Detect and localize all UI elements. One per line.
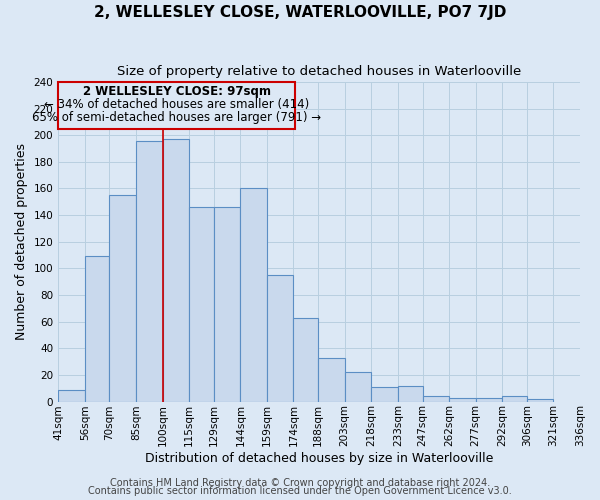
Bar <box>502 396 527 402</box>
FancyBboxPatch shape <box>58 82 295 128</box>
Bar <box>85 256 109 402</box>
Bar <box>527 399 553 402</box>
Bar <box>318 358 345 402</box>
Text: 2 WELLESLEY CLOSE: 97sqm: 2 WELLESLEY CLOSE: 97sqm <box>83 85 271 98</box>
Text: ← 34% of detached houses are smaller (414): ← 34% of detached houses are smaller (41… <box>44 98 310 111</box>
Bar <box>267 275 293 402</box>
Bar <box>241 188 267 402</box>
Bar <box>449 398 476 402</box>
Bar <box>189 207 214 402</box>
Bar <box>371 387 398 402</box>
Bar <box>293 318 318 402</box>
Bar <box>214 207 241 402</box>
Bar <box>136 140 163 402</box>
Bar <box>476 398 502 402</box>
Text: 65% of semi-detached houses are larger (791) →: 65% of semi-detached houses are larger (… <box>32 112 321 124</box>
Title: Size of property relative to detached houses in Waterlooville: Size of property relative to detached ho… <box>117 65 521 78</box>
Text: Contains public sector information licensed under the Open Government Licence v3: Contains public sector information licen… <box>88 486 512 496</box>
Bar <box>422 396 449 402</box>
Y-axis label: Number of detached properties: Number of detached properties <box>15 143 28 340</box>
Text: 2, WELLESLEY CLOSE, WATERLOOVILLE, PO7 7JD: 2, WELLESLEY CLOSE, WATERLOOVILLE, PO7 7… <box>94 5 506 20</box>
X-axis label: Distribution of detached houses by size in Waterlooville: Distribution of detached houses by size … <box>145 452 493 465</box>
Bar <box>163 139 189 402</box>
Bar <box>58 390 85 402</box>
Bar <box>345 372 371 402</box>
Text: Contains HM Land Registry data © Crown copyright and database right 2024.: Contains HM Land Registry data © Crown c… <box>110 478 490 488</box>
Bar <box>109 195 136 402</box>
Bar <box>398 386 422 402</box>
